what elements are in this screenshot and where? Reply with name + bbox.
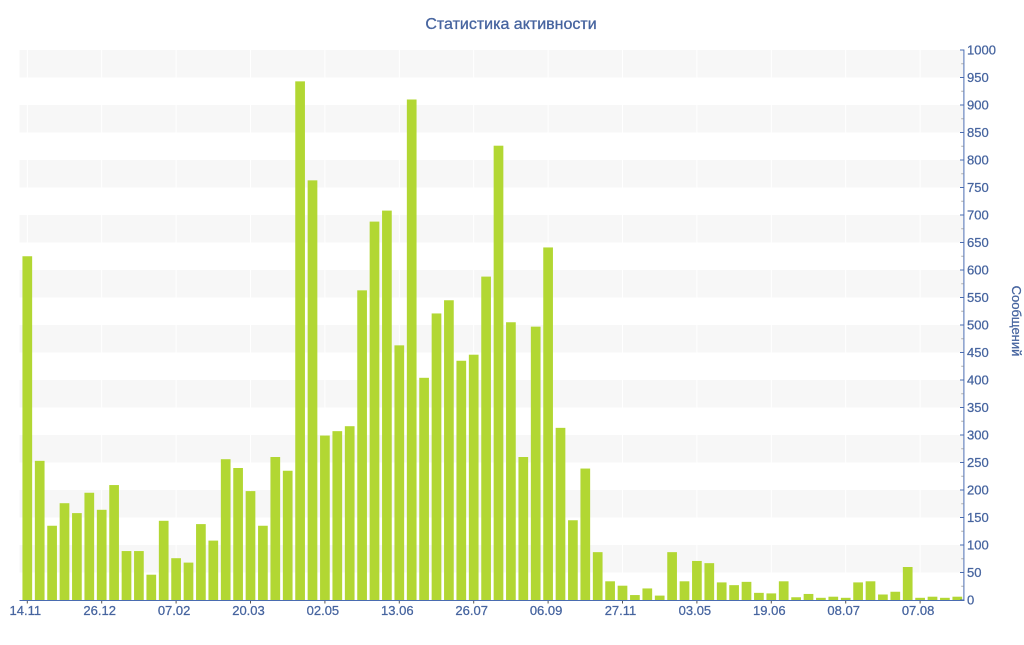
svg-text:850: 850 [967, 125, 989, 140]
svg-text:27.11: 27.11 [605, 603, 637, 618]
svg-text:200: 200 [967, 483, 989, 498]
svg-text:14.11: 14.11 [10, 603, 42, 618]
svg-text:900: 900 [967, 98, 989, 113]
svg-text:750: 750 [967, 180, 989, 195]
svg-text:07.02: 07.02 [158, 603, 191, 618]
svg-text:250: 250 [967, 455, 989, 470]
svg-text:1000: 1000 [967, 43, 996, 58]
svg-text:600: 600 [967, 263, 989, 278]
svg-text:50: 50 [967, 565, 981, 580]
svg-text:500: 500 [967, 318, 989, 333]
svg-text:150: 150 [967, 510, 989, 525]
svg-text:550: 550 [967, 290, 989, 305]
svg-text:Статистика активности: Статистика активности [425, 16, 596, 33]
svg-text:650: 650 [967, 235, 989, 250]
svg-text:07.08: 07.08 [902, 603, 935, 618]
svg-text:26.12: 26.12 [83, 603, 116, 618]
svg-text:800: 800 [967, 153, 989, 168]
svg-text:Сообщений: Сообщений [1009, 286, 1024, 357]
svg-text:20.03: 20.03 [232, 603, 265, 618]
svg-text:100: 100 [967, 538, 989, 553]
svg-text:06.09: 06.09 [530, 603, 563, 618]
svg-text:700: 700 [967, 208, 989, 223]
svg-text:08.07: 08.07 [827, 603, 860, 618]
svg-text:350: 350 [967, 400, 989, 415]
svg-text:19.06: 19.06 [753, 603, 786, 618]
svg-text:03.05: 03.05 [679, 603, 712, 618]
svg-text:400: 400 [967, 373, 989, 388]
svg-text:26.07: 26.07 [455, 603, 488, 618]
svg-text:950: 950 [967, 70, 989, 85]
svg-text:450: 450 [967, 345, 989, 360]
svg-text:02.05: 02.05 [307, 603, 340, 618]
svg-text:0: 0 [967, 593, 974, 608]
svg-text:300: 300 [967, 428, 989, 443]
svg-text:13.06: 13.06 [381, 603, 414, 618]
